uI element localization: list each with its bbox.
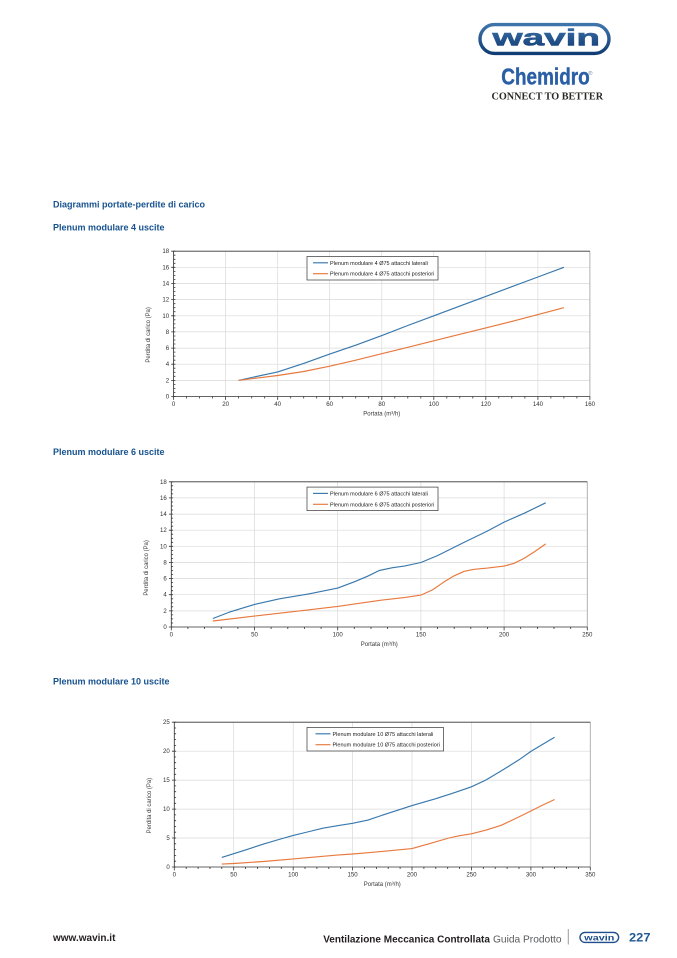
svg-text:Diagrammi portate-perdite di c: Diagrammi portate-perdite di carico bbox=[53, 199, 206, 209]
svg-text:100: 100 bbox=[288, 872, 299, 879]
svg-text:Perdita di carico (Pa): Perdita di carico (Pa) bbox=[143, 540, 150, 596]
svg-text:200: 200 bbox=[499, 632, 510, 639]
svg-text:150: 150 bbox=[348, 872, 359, 879]
svg-text:14: 14 bbox=[160, 511, 167, 518]
svg-text:6: 6 bbox=[163, 576, 167, 583]
svg-text:Perdita di carico (Pa): Perdita di carico (Pa) bbox=[146, 778, 153, 834]
svg-text:Chemidro: Chemidro bbox=[501, 64, 590, 90]
svg-text:Perdita di carico (Pa): Perdita di carico (Pa) bbox=[145, 307, 152, 363]
svg-text:250: 250 bbox=[466, 872, 477, 879]
svg-text:Plenum modulare 10 uscite: Plenum modulare 10 uscite bbox=[53, 677, 170, 687]
svg-text:Plenum modulare 6 uscite: Plenum modulare 6 uscite bbox=[53, 447, 165, 457]
svg-text:www.wavin.it: www.wavin.it bbox=[52, 933, 116, 944]
svg-text:Plenum modulare 4 Ø75 attacchi: Plenum modulare 4 Ø75 attacchi posterior… bbox=[330, 272, 434, 278]
svg-text:300: 300 bbox=[526, 872, 537, 879]
svg-text:Plenum modulare 4 uscite: Plenum modulare 4 uscite bbox=[53, 222, 165, 232]
svg-text:350: 350 bbox=[585, 872, 596, 879]
svg-text:Plenum modulare 4 Ø75 attacchi: Plenum modulare 4 Ø75 attacchi laterali bbox=[330, 261, 428, 267]
svg-text:20: 20 bbox=[222, 401, 229, 408]
svg-text:2: 2 bbox=[163, 608, 167, 615]
svg-text:20: 20 bbox=[163, 748, 170, 755]
svg-text:0: 0 bbox=[166, 864, 170, 871]
svg-text:120: 120 bbox=[481, 401, 492, 408]
svg-text:Plenum modulare 10 Ø75 attacch: Plenum modulare 10 Ø75 attacchi posterio… bbox=[333, 743, 440, 749]
svg-text:Portata (m³/h): Portata (m³/h) bbox=[361, 641, 398, 648]
svg-text:Plenum modulare 6 Ø75 attacchi: Plenum modulare 6 Ø75 attacchi laterali bbox=[330, 491, 428, 497]
svg-text:4: 4 bbox=[163, 592, 167, 599]
svg-text:wavin: wavin bbox=[491, 24, 600, 50]
svg-text:10: 10 bbox=[163, 806, 170, 813]
svg-text:60: 60 bbox=[326, 401, 333, 408]
svg-text:4: 4 bbox=[166, 361, 170, 368]
svg-text:100: 100 bbox=[333, 632, 344, 639]
svg-text:227: 227 bbox=[629, 930, 651, 944]
svg-text:0: 0 bbox=[170, 632, 174, 639]
svg-text:5: 5 bbox=[166, 835, 170, 842]
svg-text:15: 15 bbox=[163, 777, 170, 784]
svg-text:40: 40 bbox=[274, 401, 281, 408]
svg-text:50: 50 bbox=[230, 872, 237, 879]
svg-text:6: 6 bbox=[166, 345, 170, 352]
svg-text:10: 10 bbox=[162, 313, 169, 320]
svg-text:8: 8 bbox=[163, 560, 167, 567]
svg-text:160: 160 bbox=[585, 401, 596, 408]
svg-text:16: 16 bbox=[162, 264, 169, 271]
svg-text:18: 18 bbox=[160, 479, 167, 486]
svg-text:Plenum modulare 10 Ø75 attacch: Plenum modulare 10 Ø75 attacchi laterali bbox=[333, 732, 434, 738]
svg-text:2: 2 bbox=[166, 377, 170, 384]
svg-text:Portata (m³/h): Portata (m³/h) bbox=[364, 881, 401, 888]
svg-text:0: 0 bbox=[173, 872, 177, 879]
svg-text:12: 12 bbox=[160, 527, 167, 534]
svg-text:250: 250 bbox=[582, 632, 593, 639]
svg-text:18: 18 bbox=[162, 248, 169, 255]
svg-text:140: 140 bbox=[533, 401, 544, 408]
svg-text:8: 8 bbox=[166, 329, 170, 336]
svg-text:10: 10 bbox=[160, 543, 167, 550]
svg-text:80: 80 bbox=[378, 401, 385, 408]
svg-text:50: 50 bbox=[251, 632, 258, 639]
svg-text:Guida Prodotto: Guida Prodotto bbox=[493, 934, 562, 945]
svg-text:14: 14 bbox=[162, 281, 169, 288]
svg-text:wavin: wavin bbox=[583, 932, 614, 942]
svg-text:25: 25 bbox=[163, 719, 170, 726]
svg-text:CONNECT TO BETTER: CONNECT TO BETTER bbox=[492, 91, 604, 102]
svg-text:16: 16 bbox=[160, 495, 167, 502]
svg-text:100: 100 bbox=[429, 401, 440, 408]
svg-text:150: 150 bbox=[416, 632, 427, 639]
svg-text:0: 0 bbox=[172, 401, 176, 408]
svg-text:®: ® bbox=[588, 70, 593, 77]
svg-text:0: 0 bbox=[166, 394, 170, 401]
svg-text:Plenum modulare 6 Ø75 attacchi: Plenum modulare 6 Ø75 attacchi posterior… bbox=[330, 502, 434, 508]
svg-text:Ventilazione Meccanica Control: Ventilazione Meccanica Controllata bbox=[323, 934, 490, 945]
svg-text:200: 200 bbox=[407, 872, 418, 879]
svg-text:12: 12 bbox=[162, 297, 169, 304]
svg-text:0: 0 bbox=[163, 624, 167, 631]
svg-text:Portata (m³/h): Portata (m³/h) bbox=[363, 411, 400, 418]
